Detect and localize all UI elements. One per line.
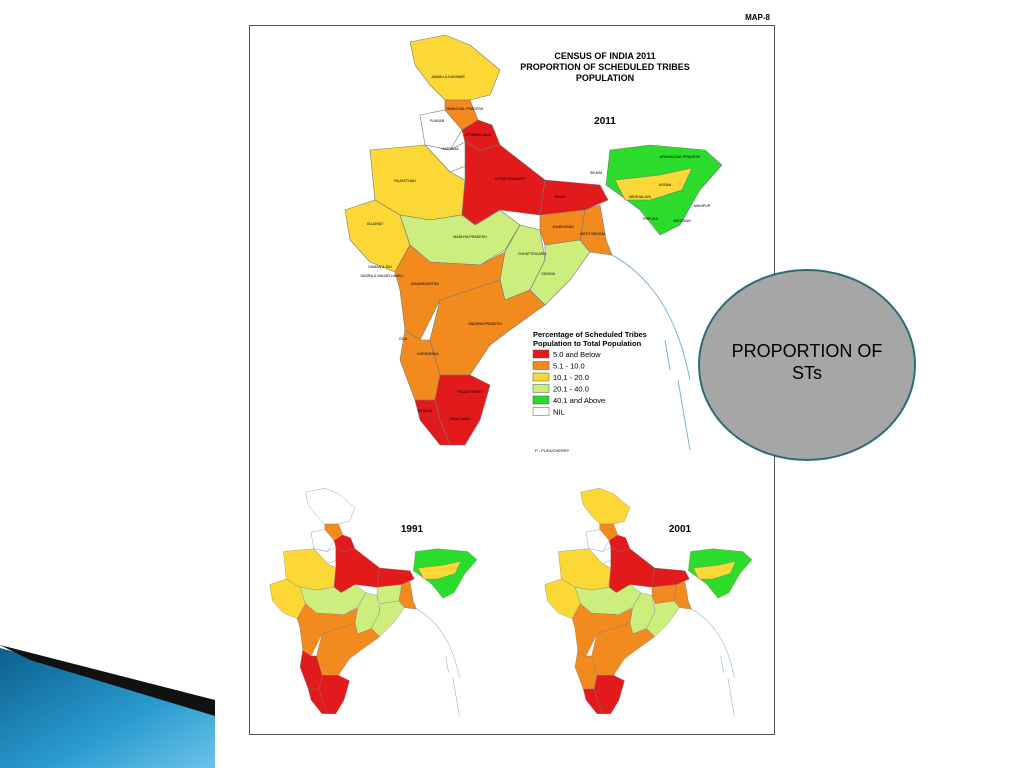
legend-swatch <box>532 372 550 382</box>
map-year: 2011 <box>594 116 616 127</box>
state-label: SIKKIM <box>590 171 602 175</box>
state-label: PUNJAB <box>430 119 445 123</box>
decor-stripe <box>0 645 215 716</box>
state-label: BIHAR <box>555 195 566 199</box>
state-region <box>419 109 463 151</box>
state-region <box>310 529 335 552</box>
state-region <box>308 688 328 714</box>
state-region <box>692 561 736 580</box>
state-label: DAMAN & DIU <box>368 265 392 269</box>
map-title: PROPORTION OF SCHEDULED TRIBES <box>520 62 690 72</box>
state-region <box>580 488 631 525</box>
state-region <box>608 546 655 593</box>
state-region <box>646 600 680 637</box>
legend-swatch <box>532 349 550 359</box>
state-label: ARUNACHAL PRADESH <box>660 155 701 159</box>
state-label: MADHYA PRADESH <box>453 235 487 239</box>
state-region <box>414 399 451 446</box>
legend-swatch <box>532 395 550 405</box>
legend-title: Percentage of Scheduled Tribes <box>533 330 647 339</box>
state-region <box>376 567 415 588</box>
state-region <box>585 529 610 552</box>
legend-title: Population to Total Population <box>533 339 642 348</box>
state-label: ASSAM <box>659 183 672 187</box>
callout-circle <box>698 269 916 461</box>
state-label: MANIPUR <box>694 204 711 208</box>
state-label: HIMACHAL PRADESH <box>447 107 484 111</box>
legend-label: NIL <box>553 408 565 417</box>
state-label: WEST BENGAL <box>580 232 606 236</box>
state-label: PUDUCHERRY <box>457 390 483 394</box>
state-region <box>409 34 501 101</box>
legend-swatch <box>532 361 550 370</box>
state-region <box>614 167 693 201</box>
state-label: CHHATTISGARH <box>518 252 546 256</box>
legend-label: 5.0 and Below <box>553 350 601 359</box>
state-label: KERALA <box>418 409 433 413</box>
state-region <box>651 567 690 588</box>
decor-shape <box>0 648 215 768</box>
state-label: DADRA & NAGAR HAVELI <box>360 274 403 278</box>
legend-label: 5.1 - 10.0 <box>553 362 585 371</box>
legend-label: 20.1 - 40.0 <box>553 385 589 394</box>
legend-swatch <box>532 407 550 416</box>
map-title: CENSUS OF INDIA 2011 <box>554 51 655 61</box>
state-label: ANDHRA PRADESH <box>468 322 502 326</box>
legend-label: 10.1 - 20.0 <box>553 373 589 382</box>
map-title: POPULATION <box>576 73 634 83</box>
state-region <box>539 179 609 216</box>
footnote: P - PUDUCHERRY <box>535 448 570 453</box>
state-region <box>376 584 402 604</box>
state-region <box>651 584 677 604</box>
state-label: ODISHA <box>541 272 555 276</box>
inset-year: 1991 <box>401 524 424 535</box>
coastline <box>691 609 735 717</box>
state-label: UTTAR PRADESH <box>495 177 525 181</box>
coastline <box>416 609 460 717</box>
legend-swatch <box>532 384 550 393</box>
state-label: TRIPURA <box>642 217 658 221</box>
map-group <box>544 488 753 717</box>
state-label: UTTARAKHAND <box>465 133 492 137</box>
state-label: TAMIL NADU <box>449 417 471 421</box>
legend-label: 40.1 and Above <box>553 396 605 405</box>
state-label: GUJARAT <box>367 222 384 226</box>
state-region <box>371 600 405 637</box>
state-region <box>333 546 380 593</box>
state-label: JHARKHAND <box>552 225 574 229</box>
map-group <box>344 34 723 451</box>
state-label: MIZORAM <box>674 219 691 223</box>
state-label: GOA <box>399 337 408 341</box>
coastline <box>611 254 691 451</box>
state-label: HARYANA <box>441 147 459 151</box>
state-label: MAHARASHTRA <box>411 282 439 286</box>
callout-text: PROPORTION OF STs <box>731 341 883 383</box>
state-region <box>417 561 461 580</box>
inset-year: 2001 <box>669 524 692 535</box>
state-label: KARNATAKA <box>417 352 439 356</box>
state-label: RAJASTHAN <box>394 179 416 183</box>
sheet-label: MAP-8 <box>745 13 770 22</box>
state-region <box>461 141 546 226</box>
map-group <box>269 488 478 717</box>
state-label: MEGHALAYA <box>629 195 651 199</box>
state-label: JAMMU & KASHMIR <box>431 75 465 79</box>
state-region <box>583 688 603 714</box>
state-region <box>305 488 356 525</box>
state-region <box>529 239 591 306</box>
